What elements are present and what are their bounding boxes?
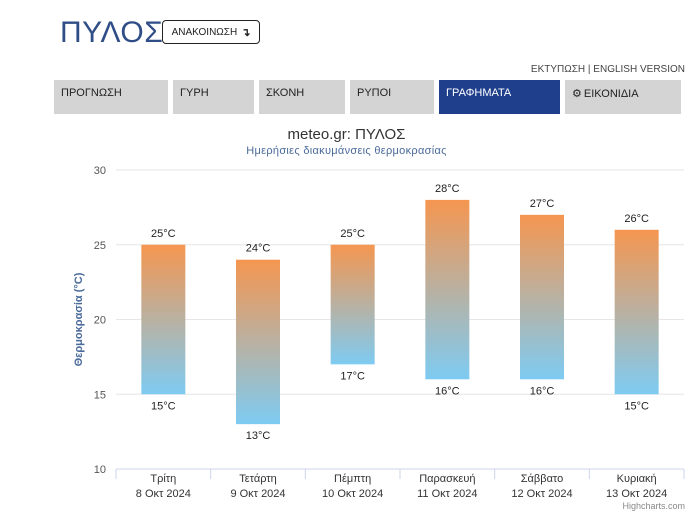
x-date-label: 8 Οκτ 2024 xyxy=(136,488,191,500)
tab-label: ΓΥΡΗ xyxy=(180,87,209,99)
top-links: ΕΚΤΥΠΩΣΗ | ENGLISH VERSION xyxy=(531,64,685,75)
tab-label: ΡΥΠΟΙ xyxy=(357,87,392,99)
x-day-label: Τετάρτη xyxy=(239,473,277,485)
y-tick-label: 20 xyxy=(94,315,106,327)
temperature-bar xyxy=(330,244,375,365)
y-tick-label: 10 xyxy=(94,464,106,476)
chart-bars xyxy=(141,199,659,425)
tab-pollutants[interactable]: ΡΥΠΟΙ xyxy=(350,80,434,114)
x-day-label: Πέμπτη xyxy=(334,473,371,485)
max-temp-label: 28°C xyxy=(435,183,460,195)
min-temp-label: 15°C xyxy=(151,400,176,412)
chart-subtitle: Ημερήσιες διακυμάνσεις θερμοκρασίας xyxy=(246,145,447,157)
temperature-bar xyxy=(614,229,659,395)
temperature-bar xyxy=(141,244,186,395)
y-tick-label: 25 xyxy=(94,240,106,252)
max-temp-label: 25°C xyxy=(151,228,176,240)
min-temp-label: 16°C xyxy=(530,385,555,397)
arrow-down-icon: ↴ xyxy=(241,26,251,39)
min-temp-label: 16°C xyxy=(435,385,460,397)
tab-icons[interactable]: ⚙ ΕΙΚΟΝΙΔΙΑ xyxy=(565,80,681,114)
x-day-label: Παρασκευή xyxy=(419,473,475,485)
tab-label: ΠΡΟΓΝΩΣΗ xyxy=(61,87,122,99)
tab-forecast[interactable]: ΠΡΟΓΝΩΣΗ xyxy=(54,80,168,114)
x-date-label: 13 Οκτ 2024 xyxy=(606,488,667,500)
max-temp-label: 25°C xyxy=(340,228,365,240)
highcharts-credit[interactable]: Highcharts.com xyxy=(622,501,685,511)
x-date-label: 11 Οκτ 2024 xyxy=(417,488,477,500)
chart-labels: 10 15 20 25 30 Θερμοκρασία (°C) 25°C 15°C Τρίτη 8… xyxy=(73,165,667,500)
chart-title: meteo.gr: ΠΥΛΟΣ xyxy=(287,126,406,143)
link-separator: | xyxy=(587,64,591,75)
tab-label: ΓΡΑΦΗΜΑΤΑ xyxy=(446,87,512,99)
english-version-link[interactable]: ENGLISH VERSION xyxy=(593,64,685,75)
announcement-label: ΑΝΑΚΟΙΝΩΣΗ xyxy=(171,26,238,38)
y-tick-label: 30 xyxy=(94,165,106,177)
x-day-label: Τρίτη xyxy=(150,473,176,485)
min-temp-label: 17°C xyxy=(340,370,365,382)
main-nav: ΠΡΟΓΝΩΣΗ ΓΥΡΗ ΣΚΟΝΗ ΡΥΠΟΙ ΓΡΑΦΗΜΑΤΑ ⚙ ΕΙΚ… xyxy=(54,80,691,114)
min-temp-label: 15°C xyxy=(624,400,649,412)
max-temp-label: 26°C xyxy=(624,213,649,225)
tab-pollen[interactable]: ΓΥΡΗ xyxy=(173,80,254,114)
x-date-label: 12 Οκτ 2024 xyxy=(511,488,572,500)
tab-charts[interactable]: ΓΡΑΦΗΜΑΤΑ xyxy=(439,80,560,114)
print-link[interactable]: ΕΚΤΥΠΩΣΗ xyxy=(530,64,586,75)
temperature-bar xyxy=(520,214,564,380)
max-temp-label: 24°C xyxy=(246,243,271,255)
max-temp-label: 27°C xyxy=(530,198,555,210)
gear-icon: ⚙ xyxy=(572,88,582,100)
announcement-button[interactable]: ΑΝΑΚΟΙΝΩΣΗ ↴ xyxy=(162,20,260,44)
y-axis-title: Θερμοκρασία (°C) xyxy=(73,272,85,366)
chart-grid xyxy=(115,169,685,479)
x-date-label: 10 Οκτ 2024 xyxy=(322,488,383,500)
x-day-label: Κυριακή xyxy=(617,473,657,485)
y-tick-label: 15 xyxy=(94,389,106,401)
tab-label: ΕΙΚΟΝΙΔΙΑ xyxy=(583,88,639,100)
x-day-label: Σάββατο xyxy=(521,473,563,485)
tab-dust[interactable]: ΣΚΟΝΗ xyxy=(259,80,345,114)
min-temp-label: 13°C xyxy=(246,430,271,442)
temperature-bar xyxy=(425,199,470,380)
temperature-bar xyxy=(236,259,280,425)
tab-label: ΣΚΟΝΗ xyxy=(266,87,305,99)
page-title: ΠΥΛΟΣ xyxy=(60,16,164,49)
x-date-label: 9 Οκτ 2024 xyxy=(230,488,285,500)
